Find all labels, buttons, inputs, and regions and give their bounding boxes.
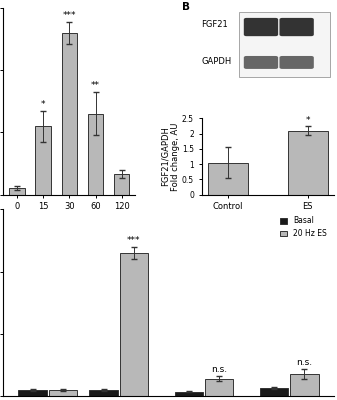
Text: ***: *** [127, 236, 141, 245]
Bar [205, 378, 234, 396]
Text: B: B [182, 2, 190, 12]
Text: n.s.: n.s. [211, 365, 227, 374]
Bar [208, 162, 248, 194]
Bar [175, 392, 203, 396]
Legend: Basal, 20 Hz ES: Basal, 20 Hz ES [277, 213, 330, 241]
Bar [239, 12, 330, 76]
Bar [120, 253, 148, 396]
Bar [114, 174, 129, 194]
Bar [9, 188, 25, 194]
Y-axis label: FGF21/GAPDH
Fold change, AU: FGF21/GAPDH Fold change, AU [161, 122, 180, 191]
Bar [290, 374, 318, 396]
FancyBboxPatch shape [244, 56, 278, 69]
Bar [88, 114, 103, 194]
Text: *: * [305, 116, 310, 125]
FancyBboxPatch shape [279, 56, 314, 69]
Bar [35, 126, 51, 194]
FancyBboxPatch shape [279, 18, 314, 36]
Text: n.s.: n.s. [296, 358, 312, 367]
Text: FGF21: FGF21 [202, 20, 228, 29]
Text: **: ** [91, 81, 100, 90]
FancyBboxPatch shape [244, 18, 278, 36]
Text: ***: *** [63, 11, 76, 20]
X-axis label: Time after ES, min: Time after ES, min [28, 214, 111, 223]
Bar [260, 388, 288, 396]
Bar [62, 33, 77, 194]
Bar [19, 390, 47, 396]
Bar [49, 390, 77, 396]
Text: *: * [41, 100, 45, 109]
Bar [287, 130, 328, 194]
Bar [89, 390, 118, 396]
Text: GAPDH: GAPDH [202, 57, 232, 66]
